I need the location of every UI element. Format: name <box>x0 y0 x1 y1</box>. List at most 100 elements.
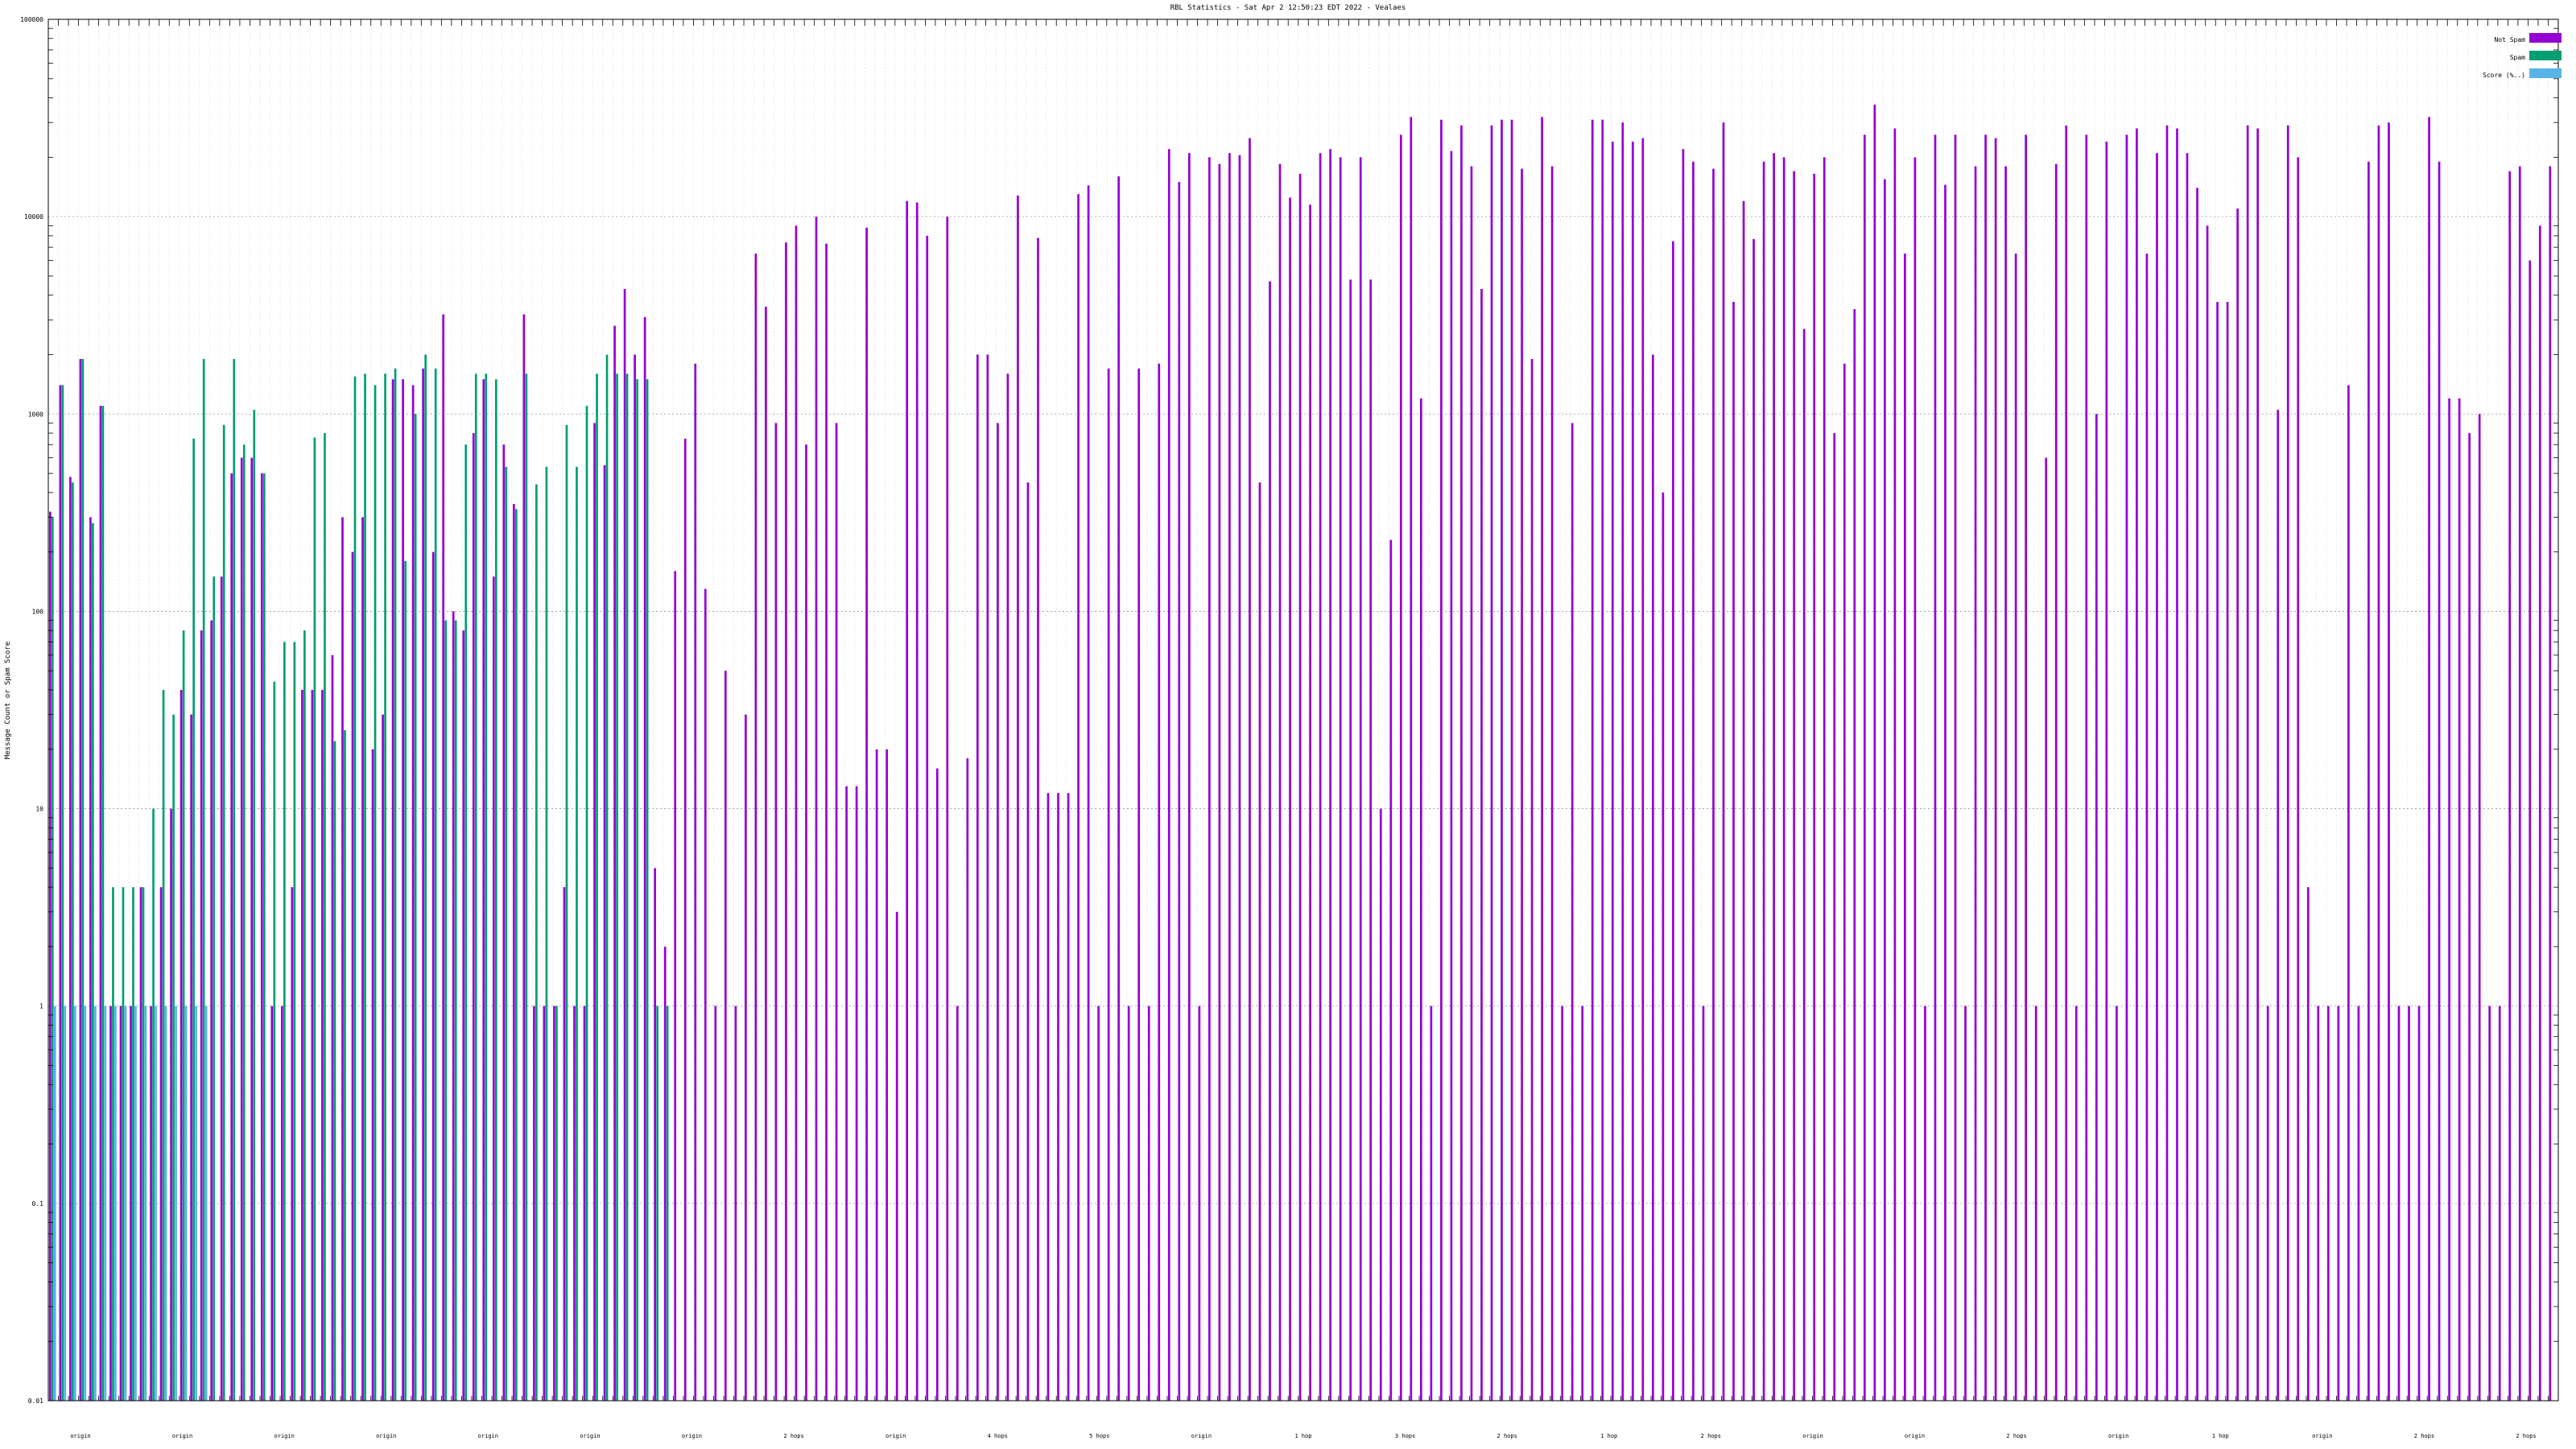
bar-not-spam <box>906 200 909 1401</box>
bar-not-spam <box>2216 301 2219 1401</box>
bar-not-spam <box>1389 539 1393 1401</box>
bar-not-spam <box>1067 793 1070 1401</box>
bar-spam <box>344 730 346 1401</box>
bar-not-spam <box>170 808 172 1401</box>
bar-not-spam <box>976 354 979 1401</box>
bar-not-spam <box>1107 368 1110 1401</box>
bar-not-spam <box>1208 157 1211 1401</box>
bar-not-spam <box>593 423 596 1401</box>
bar-not-spam <box>956 1005 959 1401</box>
x-category-label: 1 hop <box>1600 1433 1617 1439</box>
bar-not-spam <box>210 620 213 1401</box>
bar-not-spam <box>754 254 758 1401</box>
bar-not-spam <box>150 1005 152 1401</box>
bar-not-spam <box>1117 176 1121 1402</box>
bar-spam <box>394 368 397 1401</box>
bar-not-spam <box>2377 125 2380 1401</box>
bar-spam <box>142 887 145 1401</box>
axis-layer: 0.01 0.1 1 10 100 1000 10000 100000 origin origin… <box>20 16 2559 1439</box>
bar-score <box>204 1005 208 1401</box>
bar-spam <box>132 887 134 1401</box>
bar-spam <box>605 354 609 1401</box>
x-category-label: origin <box>275 1433 295 1439</box>
bar-not-spam <box>1541 117 1543 1401</box>
bar-not-spam <box>2408 1005 2410 1401</box>
bar-not-spam <box>2014 254 2017 1401</box>
bar-not-spam <box>2458 398 2461 1401</box>
bar-not-spam <box>1762 161 1765 1402</box>
bar-score <box>53 1005 56 1401</box>
bar-not-spam <box>1742 200 1745 1401</box>
bar-not-spam <box>1571 423 1574 1401</box>
bar-not-spam <box>1913 157 1917 1401</box>
x-category-label: origin <box>2312 1433 2332 1439</box>
bar-not-spam <box>543 1005 546 1401</box>
bar-not-spam <box>1904 254 1906 1401</box>
bar-not-spam <box>997 423 999 1401</box>
bar-spam <box>374 385 377 1401</box>
bar-not-spam <box>1339 157 1342 1401</box>
bar-not-spam <box>2156 153 2158 1402</box>
bar-not-spam <box>1752 238 1755 1401</box>
bar-not-spam <box>1702 1005 1705 1401</box>
bar-spam <box>233 358 236 1401</box>
bar-not-spam <box>1974 166 1977 1402</box>
bar-not-spam <box>1773 153 1775 1402</box>
bar-not-spam <box>1228 153 1231 1402</box>
bar-spam <box>414 414 417 1402</box>
bar-not-spam <box>2428 117 2430 1401</box>
bar-not-spam <box>1802 328 1806 1401</box>
bar-not-spam <box>2538 225 2541 1401</box>
bar-not-spam <box>492 576 495 1401</box>
bar-not-spam <box>1127 1005 1130 1401</box>
bar-spam <box>324 433 326 1402</box>
y-tick-label: 10000 <box>24 213 43 221</box>
bar-not-spam <box>1037 237 1039 1401</box>
bar-spam <box>384 374 386 1401</box>
bar-not-spam <box>986 354 989 1401</box>
bar-not-spam <box>1561 1005 1563 1401</box>
bar-not-spam <box>472 433 475 1402</box>
bar-not-spam <box>1147 1005 1150 1401</box>
bar-not-spam <box>1046 793 1050 1401</box>
bar-not-spam <box>1510 119 1513 1401</box>
bar-not-spam <box>2549 166 2552 1402</box>
bar-not-spam <box>865 227 868 1401</box>
bar-not-spam <box>301 689 303 1401</box>
bar-not-spam <box>2417 1005 2421 1401</box>
bar-not-spam <box>402 379 404 1402</box>
bar-not-spam <box>1298 173 1302 1401</box>
bar-not-spam <box>159 887 163 1401</box>
bar-spam <box>585 406 588 1402</box>
bar-not-spam <box>1218 163 1221 1402</box>
chart-title: RBL Statistics - Sat Apr 2 12:50:23 EDT … <box>1170 4 1406 12</box>
bar-not-spam <box>2236 208 2239 1401</box>
bar-not-spam <box>2448 398 2450 1401</box>
bar-not-spam <box>1490 125 1493 1401</box>
bar-not-spam <box>2025 134 2028 1402</box>
bar-not-spam <box>69 477 72 1401</box>
bar-spam <box>494 379 497 1402</box>
x-category-label: origin <box>172 1433 192 1439</box>
bar-not-spam <box>1833 433 1836 1402</box>
bar-not-spam <box>2034 1005 2037 1401</box>
y-tick-label: 0.01 <box>28 1397 43 1405</box>
bar-not-spam <box>250 457 254 1401</box>
bar-not-spam <box>1420 398 1422 1401</box>
bar-not-spam <box>1944 184 1946 1402</box>
bar-not-spam <box>774 423 778 1401</box>
bar-not-spam <box>724 671 727 1401</box>
bar-spam <box>424 354 427 1401</box>
bar-not-spam <box>1006 374 1009 1401</box>
x-category-label: origin <box>478 1433 498 1439</box>
bar-not-spam <box>1178 181 1181 1401</box>
bar-not-spam <box>1682 149 1685 1401</box>
bar-spam <box>213 576 216 1401</box>
bar-score <box>155 1005 157 1401</box>
bar-not-spam <box>533 1005 535 1401</box>
bar-not-spam <box>1591 119 1594 1401</box>
x-category-label: 2 hops <box>783 1433 803 1439</box>
bar-not-spam <box>2246 125 2249 1401</box>
bar-not-spam <box>2317 1005 2320 1401</box>
bar-not-spam <box>845 786 848 1401</box>
